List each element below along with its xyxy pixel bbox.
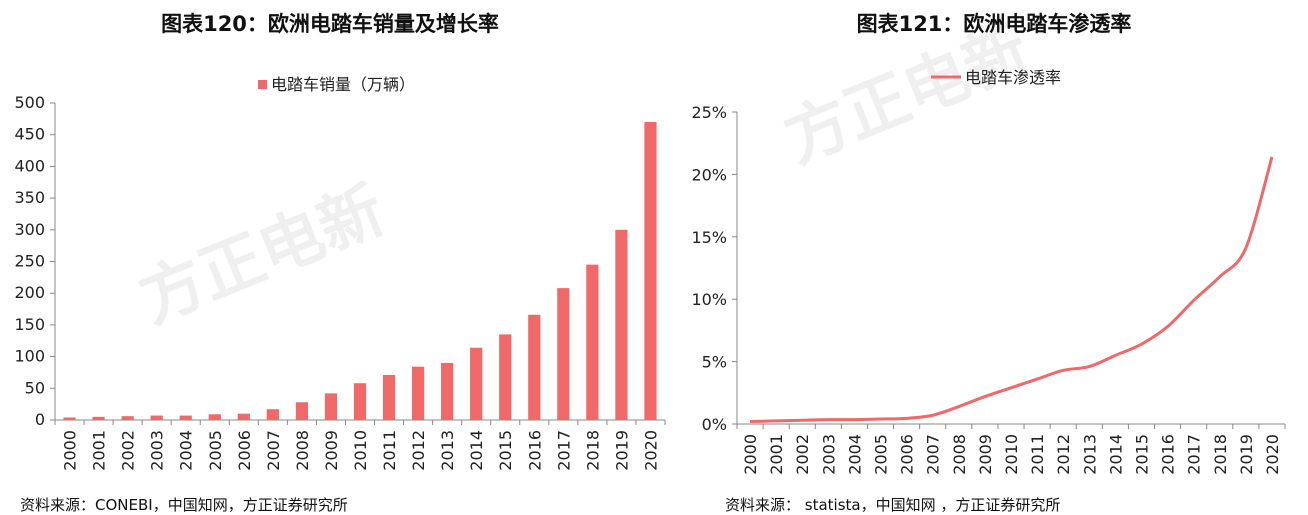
bar (208, 414, 221, 420)
watermark: 方正电新 (130, 173, 395, 338)
bar (121, 416, 134, 420)
y-tick-label: 500 (14, 93, 45, 112)
bar (92, 416, 105, 420)
legend-label: 电踏车渗透率 (965, 68, 1061, 87)
x-tick-label: 2001 (767, 434, 786, 475)
bar (499, 334, 512, 420)
y-tick-label: 200 (14, 283, 45, 302)
bar (470, 347, 483, 420)
x-tick-label: 2003 (148, 430, 167, 471)
bar (528, 314, 541, 420)
legend-label: 电踏车销量（万辆） (271, 75, 415, 94)
y-tick-label: 0% (702, 415, 727, 434)
x-tick-label: 2017 (554, 430, 573, 471)
x-tick-label: 2004 (177, 430, 196, 471)
x-tick-label: 2004 (845, 434, 864, 475)
x-tick-label: 2008 (950, 434, 969, 475)
x-tick-label: 2012 (1054, 434, 1073, 475)
y-tick-label: 50 (25, 378, 45, 397)
x-tick-label: 2011 (380, 430, 399, 471)
chart-source: 资料来源：CONEBI，中国知网，方正证券研究所 (20, 496, 348, 514)
x-tick-label: 2014 (467, 430, 486, 471)
y-tick-label: 100 (14, 347, 45, 366)
x-tick-label: 2020 (641, 430, 660, 471)
x-tick-label: 2013 (438, 430, 457, 471)
y-tick-label: 20% (691, 165, 727, 184)
x-tick-label: 2002 (119, 430, 138, 471)
bar-chart: 方正电新电踏车销量（万辆）500450400350300250200150100… (14, 75, 666, 471)
y-tick-label: 450 (14, 125, 45, 144)
y-tick-label: 150 (14, 315, 45, 334)
x-tick-label: 2014 (1106, 434, 1125, 475)
x-tick-label: 2007 (264, 430, 283, 471)
x-tick-label: 2010 (351, 430, 370, 471)
bar (237, 413, 250, 420)
watermark: 方正电新 (775, 13, 1040, 178)
chart-title: 图表120：欧洲电踏车销量及增长率 (161, 12, 499, 36)
bar (411, 366, 425, 420)
legend-swatch (258, 80, 267, 89)
x-tick-label: 2006 (235, 430, 254, 471)
right-chart-panel: 图表121：欧洲电踏车渗透率 方正电新 电踏车渗透率 25% 20% 15% 10% 5% 0… (680, 0, 1308, 514)
y-tick-label: 350 (14, 188, 45, 207)
x-tick-label: 2020 (1263, 434, 1282, 475)
bar (266, 409, 279, 420)
x-tick-label: 2019 (612, 430, 631, 471)
x-tick-label: 2008 (293, 430, 312, 471)
x-tick-label: 2001 (90, 430, 109, 471)
x-tick-label: 2015 (496, 430, 515, 471)
bar (586, 264, 599, 420)
x-tick-label: 2000 (61, 430, 80, 471)
x-tick-label: 2015 (1132, 434, 1151, 475)
y-tick-label: 15% (691, 228, 727, 247)
bar (324, 393, 338, 420)
y-tick-label: 400 (14, 156, 45, 175)
y-tick-label: 250 (14, 252, 45, 271)
bar (644, 122, 657, 421)
chart-source: 资料来源： statista，中国知网 ，方正证券研究所 (725, 496, 1061, 514)
bar (353, 383, 367, 420)
x-tick-label: 2005 (206, 430, 225, 471)
y-tick-label: 0 (35, 410, 45, 429)
x-tick-label: 2009 (976, 434, 995, 475)
x-tick-label: 2003 (819, 434, 838, 475)
x-tick-label: 2009 (322, 430, 341, 471)
y-tick-label: 25% (691, 103, 727, 122)
x-tick-label: 2006 (898, 434, 917, 475)
x-tick-label: 2018 (583, 430, 602, 471)
bar (295, 402, 309, 420)
x-tick-label: 2017 (1185, 434, 1204, 475)
y-tick-label: 5% (702, 353, 727, 372)
x-tick-label: 2018 (1211, 434, 1230, 475)
left-chart-panel: 图表120：欧洲电踏车销量及增长率 方正电新 电踏车销量（万辆） 500 450 400… (14, 12, 666, 514)
x-tick-label: 2019 (1237, 434, 1256, 475)
bar (382, 374, 396, 420)
x-tick-label: 2012 (409, 430, 428, 471)
x-tick-label: 2007 (924, 434, 943, 475)
series-line (750, 156, 1274, 424)
x-tick-label: 2005 (872, 434, 891, 475)
bar (557, 288, 570, 420)
x-tick-label: 2013 (1080, 434, 1099, 475)
y-tick-label: 300 (14, 220, 45, 239)
x-tick-label: 2016 (1159, 434, 1178, 475)
bar (441, 362, 454, 420)
chart-title: 图表121：欧洲电踏车渗透率 (856, 12, 1132, 36)
bar (63, 417, 76, 420)
x-tick-label: 2002 (793, 434, 812, 475)
bar (615, 229, 628, 420)
x-tick-label: 2000 (741, 434, 760, 475)
x-tick-label: 2016 (525, 430, 544, 471)
bar (150, 415, 163, 420)
bar (179, 415, 192, 420)
x-tick-label: 2010 (1002, 434, 1021, 475)
x-tick-label: 2011 (1028, 434, 1047, 475)
y-tick-label: 10% (691, 290, 727, 309)
